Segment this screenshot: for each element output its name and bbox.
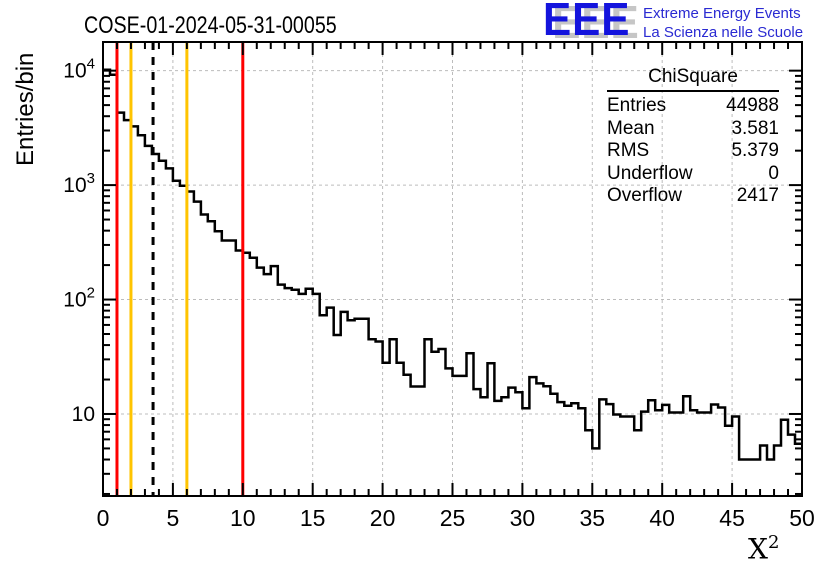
x-tick-label: 45 bbox=[719, 505, 745, 531]
x-tick-label: 0 bbox=[97, 505, 110, 531]
stats-label: RMS bbox=[607, 140, 650, 162]
y-tick-label: 102 bbox=[63, 285, 95, 312]
stats-box-title: ChiSquare bbox=[607, 66, 779, 92]
x-tick-label: 35 bbox=[580, 505, 606, 531]
stats-row-overflow: Overflow 2417 bbox=[607, 185, 779, 208]
y-axis-title: Entries/bin bbox=[12, 52, 39, 166]
y-tick-label: 103 bbox=[63, 170, 95, 197]
x-tick-label: 5 bbox=[167, 505, 180, 531]
x-tick-label: 30 bbox=[510, 505, 536, 531]
plot-title: COSE-01-2024-05-31-00055 bbox=[84, 12, 337, 39]
stats-box: ChiSquare Entries 44988 Mean 3.581 RMS 5… bbox=[607, 66, 779, 208]
x-tick-label: 10 bbox=[230, 505, 256, 531]
stats-row-entries: Entries 44988 bbox=[607, 95, 779, 118]
stats-label: Underflow bbox=[607, 162, 693, 184]
stats-value: 0 bbox=[768, 162, 779, 184]
x-tick-label: 15 bbox=[300, 505, 326, 531]
stats-label: Overflow bbox=[607, 185, 682, 207]
x-axis-title: X2 bbox=[748, 532, 779, 565]
y-tick-label: 104 bbox=[63, 56, 95, 83]
eee-logo-line1: Extreme Energy Events bbox=[643, 5, 801, 22]
stats-label: Entries bbox=[607, 95, 667, 116]
stats-label: Mean bbox=[607, 117, 655, 139]
eee-logo: EEE Extreme Energy Events La Scienza nel… bbox=[543, 0, 833, 52]
stats-row-mean: Mean 3.581 bbox=[607, 118, 779, 141]
x-tick-label: 50 bbox=[789, 505, 815, 531]
stats-value: 2417 bbox=[736, 185, 779, 207]
x-tick-label: 40 bbox=[649, 505, 675, 531]
x-axis-title-base: X bbox=[748, 532, 768, 566]
histogram-step-line bbox=[103, 68, 802, 461]
x-tick-label: 20 bbox=[370, 505, 396, 531]
stats-value: 3.581 bbox=[731, 117, 779, 139]
x-axis-title-exponent: 2 bbox=[767, 532, 780, 553]
stats-value: 5.379 bbox=[731, 140, 779, 162]
stats-row-underflow: Underflow 0 bbox=[607, 163, 779, 186]
stats-row-rms: RMS 5.379 bbox=[607, 140, 779, 163]
stats-value: 44988 bbox=[726, 95, 779, 116]
eee-logo-line2: La Scienza nelle Scuole bbox=[643, 24, 804, 41]
eee-logo-text: Extreme Energy Events La Scienza nelle S… bbox=[643, 4, 803, 42]
eee-logo-acronym: EEE bbox=[543, 0, 631, 45]
x-tick-label: 25 bbox=[440, 505, 466, 531]
y-tick-label: 10 bbox=[72, 403, 95, 426]
